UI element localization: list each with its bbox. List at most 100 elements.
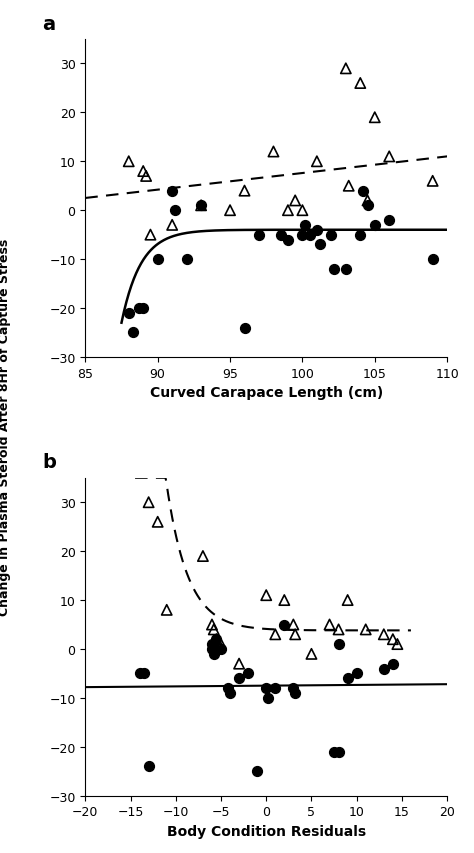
Point bbox=[313, 155, 321, 169]
Point bbox=[226, 687, 234, 700]
Point bbox=[353, 667, 360, 681]
Point bbox=[199, 549, 207, 563]
Point bbox=[140, 667, 148, 681]
Point bbox=[316, 238, 324, 252]
Point bbox=[125, 155, 133, 169]
Point bbox=[145, 760, 153, 774]
Point bbox=[385, 214, 393, 228]
Point bbox=[292, 687, 299, 700]
Point bbox=[197, 200, 205, 213]
Point bbox=[154, 253, 162, 267]
X-axis label: Body Condition Residuals: Body Condition Residuals bbox=[167, 824, 366, 838]
Point bbox=[284, 234, 292, 247]
Point bbox=[301, 218, 309, 232]
Point bbox=[225, 682, 232, 695]
Point bbox=[168, 184, 176, 198]
Point bbox=[364, 194, 371, 208]
Text: b: b bbox=[42, 453, 56, 472]
Point bbox=[264, 691, 272, 705]
Point bbox=[362, 623, 370, 636]
Point bbox=[356, 229, 364, 242]
Point bbox=[208, 618, 216, 631]
Point bbox=[241, 322, 248, 335]
Point bbox=[263, 589, 270, 602]
Point bbox=[235, 671, 243, 685]
Point bbox=[299, 229, 306, 242]
Text: a: a bbox=[42, 15, 55, 33]
Point bbox=[135, 302, 143, 316]
Point bbox=[129, 326, 137, 339]
Point bbox=[183, 253, 191, 267]
Point bbox=[277, 229, 284, 242]
Point bbox=[217, 637, 225, 651]
Point bbox=[154, 515, 162, 529]
Point bbox=[217, 642, 225, 656]
Point bbox=[342, 62, 350, 76]
Point bbox=[139, 302, 147, 316]
Point bbox=[146, 229, 154, 242]
Point bbox=[292, 194, 299, 208]
Point bbox=[290, 618, 297, 631]
Point bbox=[139, 165, 147, 178]
Point bbox=[226, 204, 234, 218]
Point bbox=[168, 218, 176, 232]
Point bbox=[125, 307, 133, 321]
Point bbox=[145, 496, 153, 509]
Point bbox=[330, 745, 338, 758]
Point bbox=[290, 682, 297, 695]
Point bbox=[389, 657, 397, 670]
Point bbox=[281, 594, 288, 607]
Point bbox=[364, 200, 371, 213]
Point bbox=[272, 682, 279, 695]
Point bbox=[380, 628, 388, 641]
Point bbox=[308, 647, 315, 661]
Point bbox=[330, 263, 338, 276]
Point bbox=[389, 633, 397, 647]
Point bbox=[342, 263, 350, 276]
Point bbox=[241, 184, 248, 198]
Point bbox=[371, 218, 379, 232]
Point bbox=[210, 647, 218, 661]
Point bbox=[208, 642, 216, 656]
Point bbox=[263, 682, 270, 695]
Text: Change in Plasma Steroid After 8Hr of Capture Stress: Change in Plasma Steroid After 8Hr of Ca… bbox=[0, 238, 11, 615]
Point bbox=[429, 175, 437, 189]
Point bbox=[197, 200, 205, 213]
Point bbox=[299, 204, 306, 218]
Point bbox=[235, 657, 243, 670]
Point bbox=[371, 111, 379, 125]
Point bbox=[335, 623, 342, 636]
Point bbox=[313, 223, 321, 237]
Point bbox=[326, 618, 333, 631]
Point bbox=[429, 253, 437, 267]
Point bbox=[344, 594, 351, 607]
Point bbox=[393, 637, 401, 651]
Point bbox=[359, 184, 367, 198]
Point bbox=[335, 745, 342, 758]
Point bbox=[244, 667, 252, 681]
Point bbox=[171, 204, 179, 218]
Point bbox=[385, 150, 393, 164]
Point bbox=[284, 204, 292, 218]
Point bbox=[380, 662, 388, 676]
Point bbox=[270, 146, 277, 160]
Point bbox=[281, 618, 288, 631]
Point bbox=[292, 628, 299, 641]
Point bbox=[255, 229, 263, 242]
Point bbox=[254, 764, 261, 778]
Point bbox=[213, 633, 220, 647]
Point bbox=[213, 633, 220, 647]
Point bbox=[335, 637, 342, 651]
Point bbox=[345, 180, 353, 194]
Point bbox=[356, 77, 364, 90]
Point bbox=[208, 637, 216, 651]
Point bbox=[272, 628, 279, 641]
Point bbox=[210, 623, 218, 636]
Point bbox=[136, 667, 143, 681]
Point bbox=[163, 603, 171, 617]
Point bbox=[306, 229, 313, 242]
Point bbox=[328, 229, 335, 242]
X-axis label: Curved Carapace Length (cm): Curved Carapace Length (cm) bbox=[150, 386, 383, 400]
Point bbox=[344, 671, 351, 685]
Point bbox=[142, 170, 150, 183]
